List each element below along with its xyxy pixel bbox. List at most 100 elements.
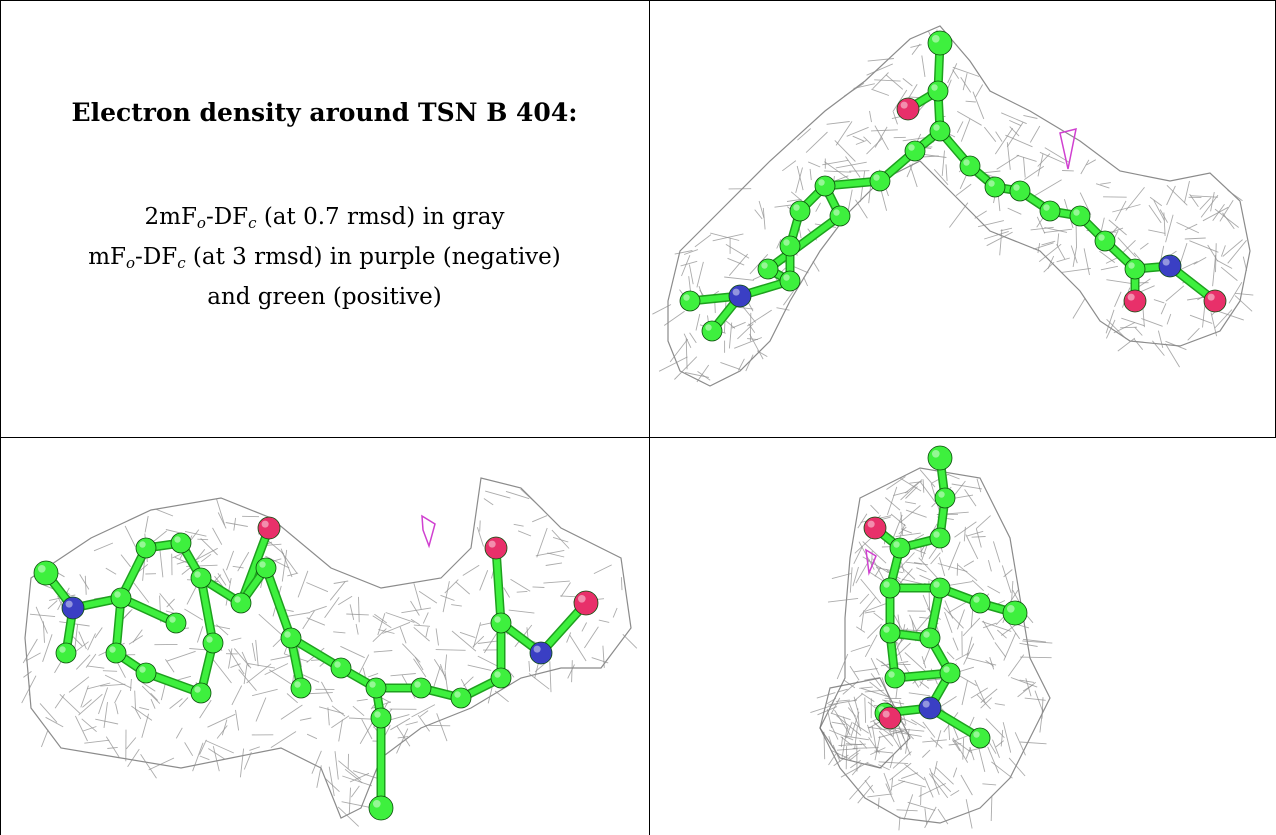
- mesh-strand: [520, 488, 544, 510]
- mesh-strand: [696, 261, 704, 288]
- legend-l2-sub-c: c: [177, 254, 186, 272]
- mesh-strand: [1165, 340, 1187, 351]
- mesh-strand: [249, 746, 260, 751]
- mesh-strand: [849, 775, 871, 800]
- mesh-strand: [855, 140, 867, 145]
- bond: [263, 565, 294, 641]
- carbon-atom-highlight: [833, 209, 840, 216]
- carbon-atom: [202, 632, 224, 654]
- carbon-atom-highlight: [374, 711, 381, 718]
- mesh-strand: [166, 598, 175, 608]
- mesh-strand: [85, 653, 97, 668]
- mesh-strand: [874, 736, 881, 761]
- carbon-atom: [490, 667, 512, 689]
- mesh-strand: [987, 746, 1000, 774]
- mesh-strand: [965, 100, 976, 103]
- mesh-strand: [982, 620, 995, 641]
- mesh-strand: [930, 737, 943, 749]
- nitrogen-atom-highlight: [65, 600, 73, 608]
- mesh-strand: [130, 678, 132, 692]
- mesh-strand: [349, 604, 355, 621]
- mesh-strand: [918, 782, 946, 797]
- carbon-atom: [230, 592, 252, 614]
- mesh-strand: [832, 744, 841, 763]
- carbon-atom: [135, 662, 157, 684]
- mesh-strand: [1165, 343, 1180, 368]
- mesh-strand: [994, 642, 1007, 658]
- carbon-atom: [280, 627, 302, 649]
- mesh-strand: [455, 581, 470, 595]
- mesh-strand: [952, 637, 959, 651]
- mesh-strand: [591, 657, 609, 664]
- mesh-strand: [989, 657, 995, 670]
- mesh-strand: [826, 697, 837, 705]
- mesh-strand: [838, 743, 866, 747]
- mesh-strand: [974, 210, 987, 219]
- density-image-bottom-left: [21, 477, 638, 827]
- mesh-strand: [1207, 244, 1219, 262]
- mesh-strand: [1037, 153, 1051, 167]
- mesh-strand: [82, 726, 97, 732]
- mesh-strand: [341, 801, 373, 809]
- mesh-strand: [1029, 125, 1041, 143]
- mesh-strand: [73, 624, 79, 653]
- mesh-strand: [410, 618, 420, 626]
- carbon-atom-highlight: [454, 691, 461, 698]
- mesh-strand: [960, 118, 971, 142]
- mesh-strand: [1193, 257, 1207, 265]
- mesh-strand: [836, 653, 849, 680]
- mesh-strand: [205, 740, 234, 754]
- carbon-atom: [1009, 180, 1031, 202]
- mesh-strand: [225, 522, 248, 527]
- mesh-strand: [748, 323, 756, 334]
- mesh-strand: [944, 611, 953, 634]
- mesh-strand: [306, 582, 329, 593]
- mesh-strand: [1125, 187, 1145, 211]
- mesh-strand: [909, 164, 918, 188]
- mesh-strand: [874, 79, 901, 82]
- nitrogen-atom-highlight: [1162, 258, 1170, 266]
- mesh-strand: [992, 739, 1000, 758]
- mesh-strand: [139, 706, 150, 711]
- mesh-strand: [853, 693, 864, 702]
- mesh-strand: [826, 121, 850, 125]
- mesh-strand: [417, 714, 430, 732]
- carbon-atom-highlight: [139, 541, 146, 548]
- mesh-strand: [566, 632, 572, 643]
- mesh-strand: [74, 715, 88, 742]
- mesh-strand: [849, 170, 870, 172]
- mesh-strand: [396, 728, 409, 754]
- carbon-atom: [927, 445, 953, 471]
- mesh-strand: [1134, 326, 1143, 336]
- mesh-strand: [104, 674, 132, 689]
- mesh-strand: [864, 779, 875, 793]
- mesh-strand: [969, 746, 975, 761]
- mesh-strand: [281, 549, 288, 582]
- mesh-strand: [231, 637, 242, 642]
- mesh-strand: [864, 610, 876, 614]
- mesh-strand: [872, 72, 889, 90]
- mesh-strand: [795, 167, 803, 194]
- mesh-strand: [972, 91, 985, 120]
- mesh-strand: [338, 760, 362, 781]
- mesh-strand: [216, 624, 229, 636]
- mesh-strand: [29, 613, 56, 618]
- mesh-strand: [985, 718, 1005, 739]
- carbon-atom-highlight: [372, 799, 381, 808]
- mesh-strand: [483, 632, 498, 654]
- mesh-strand: [1227, 189, 1243, 202]
- carbon-atom-highlight: [1098, 234, 1105, 241]
- mesh-strand: [115, 703, 119, 715]
- mesh-strand: [731, 321, 746, 329]
- nitrogen-atom-highlight: [533, 645, 541, 653]
- carbon-atom: [789, 200, 811, 222]
- mesh-strand: [192, 742, 204, 772]
- mesh-strand: [725, 244, 750, 259]
- legend-line-1: 2mFo-DFc (at 0.7 rmsd) in gray: [0, 200, 649, 240]
- mesh-strand: [1105, 309, 1115, 334]
- mesh-strand: [144, 515, 149, 533]
- mesh-strand: [935, 766, 954, 785]
- mesh-strand: [485, 490, 511, 499]
- mesh-strand: [1008, 757, 1026, 777]
